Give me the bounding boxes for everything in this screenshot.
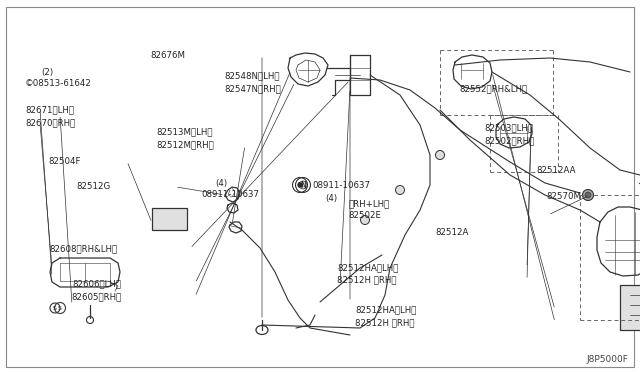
Circle shape bbox=[435, 151, 445, 160]
Text: 82606〈LH〉: 82606〈LH〉 bbox=[72, 279, 122, 288]
Text: 82670〈RH〉: 82670〈RH〉 bbox=[26, 118, 76, 127]
Text: 82676M: 82676M bbox=[150, 51, 185, 60]
Text: 82502E: 82502E bbox=[349, 211, 382, 219]
Text: 82512H 〈RH〉: 82512H 〈RH〉 bbox=[337, 276, 397, 285]
Text: 82512HA〈LH〉: 82512HA〈LH〉 bbox=[355, 305, 417, 314]
Text: 82503〈LH〉: 82503〈LH〉 bbox=[484, 124, 534, 132]
Text: 82548N〈LH〉: 82548N〈LH〉 bbox=[224, 72, 280, 81]
Text: 82512M〈RH〉: 82512M〈RH〉 bbox=[157, 141, 214, 150]
Text: S: S bbox=[58, 305, 62, 311]
Circle shape bbox=[585, 192, 591, 198]
Text: ©08513-61642: ©08513-61642 bbox=[24, 79, 91, 88]
Text: (2): (2) bbox=[42, 68, 54, 77]
Text: 82502〈RH〉: 82502〈RH〉 bbox=[484, 136, 535, 145]
Text: J8P5000F: J8P5000F bbox=[586, 355, 628, 364]
Text: 〈RH+LH〉: 〈RH+LH〉 bbox=[349, 199, 390, 208]
Text: 82605〈RH〉: 82605〈RH〉 bbox=[71, 292, 122, 301]
Text: 82608〈RH&LH〉: 82608〈RH&LH〉 bbox=[49, 244, 117, 253]
Text: 82504F: 82504F bbox=[49, 157, 81, 166]
Text: (4): (4) bbox=[215, 179, 227, 188]
Text: 08911-10637: 08911-10637 bbox=[202, 190, 260, 199]
Bar bbox=[152, 208, 187, 230]
Text: 82552〈RH&LH〉: 82552〈RH&LH〉 bbox=[459, 85, 527, 94]
Text: 82512H 〈RH〉: 82512H 〈RH〉 bbox=[355, 318, 415, 327]
Text: 82513M〈LH〉: 82513M〈LH〉 bbox=[157, 127, 213, 136]
Text: 82512A: 82512A bbox=[435, 228, 468, 237]
Text: S: S bbox=[53, 305, 57, 311]
Text: 08911-10637: 08911-10637 bbox=[312, 180, 370, 189]
Circle shape bbox=[360, 215, 369, 224]
Text: 82671〈LH〉: 82671〈LH〉 bbox=[26, 105, 75, 114]
Circle shape bbox=[396, 186, 404, 195]
Text: 82570M: 82570M bbox=[546, 192, 581, 201]
Text: 82512G: 82512G bbox=[76, 182, 111, 191]
Text: N: N bbox=[300, 180, 306, 189]
Text: 82512HA〈LH〉: 82512HA〈LH〉 bbox=[337, 263, 399, 272]
Text: N: N bbox=[298, 182, 303, 188]
Bar bbox=[620, 285, 640, 330]
Text: (4): (4) bbox=[325, 193, 337, 202]
Circle shape bbox=[582, 189, 593, 201]
Text: 82547N〈RH〉: 82547N〈RH〉 bbox=[224, 84, 281, 93]
Text: 82512AA: 82512AA bbox=[536, 166, 576, 174]
Circle shape bbox=[298, 183, 303, 187]
Circle shape bbox=[299, 181, 307, 189]
